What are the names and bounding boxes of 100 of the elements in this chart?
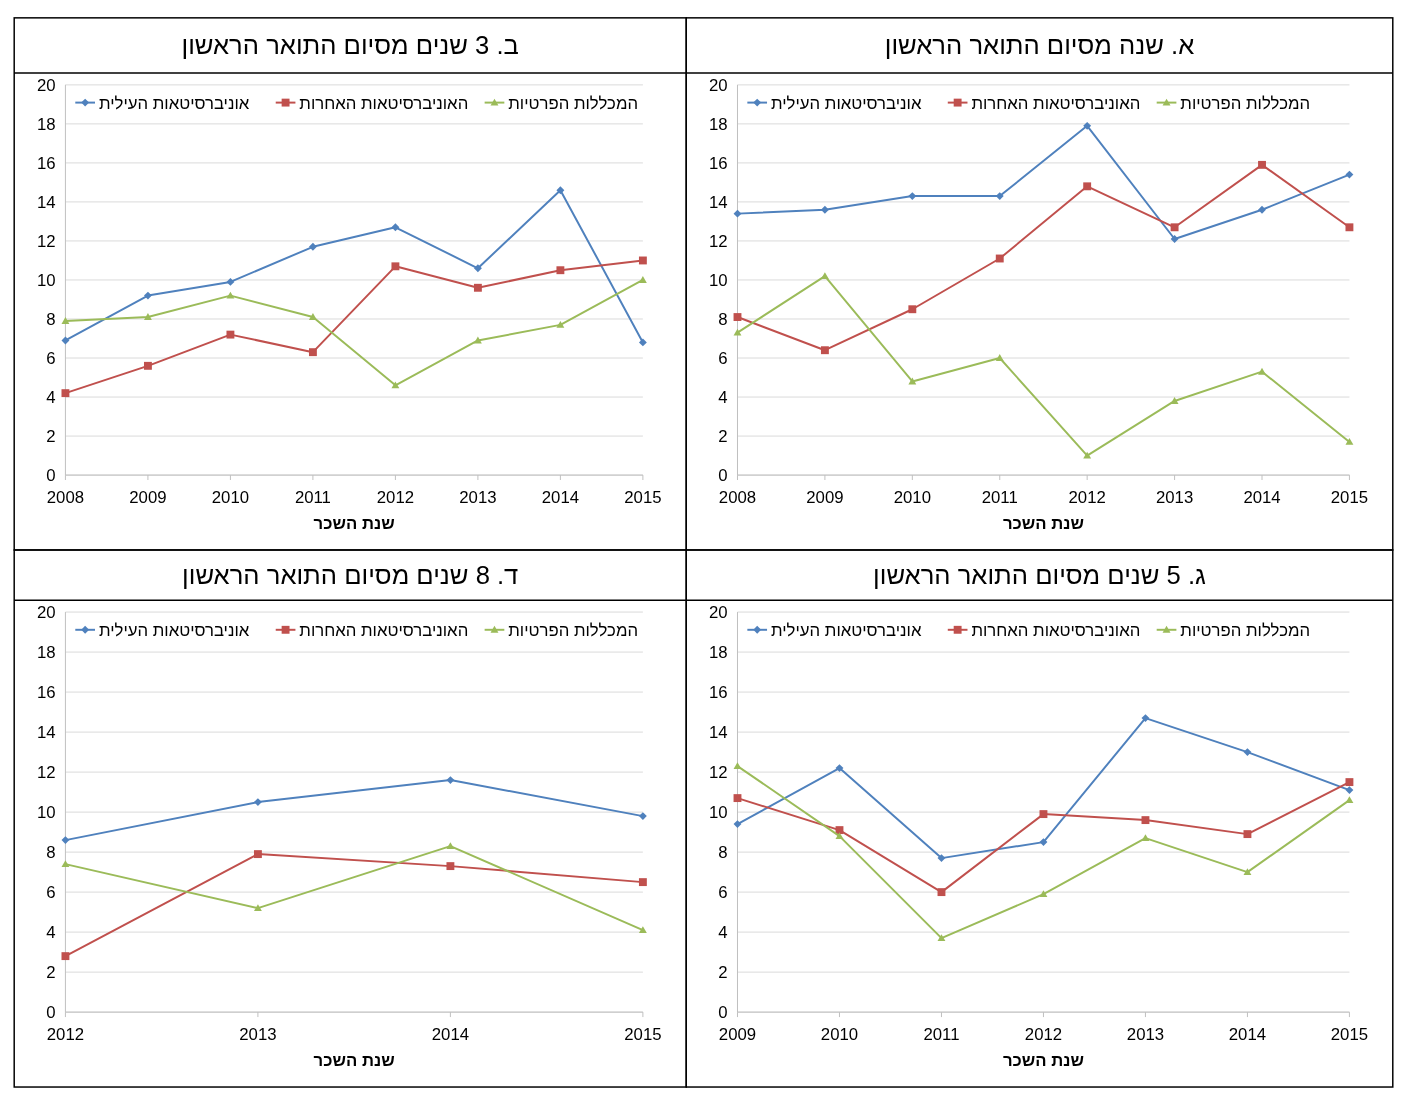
x-tick-label: 2013 — [1126, 1024, 1165, 1044]
point — [226, 277, 235, 286]
point — [61, 336, 70, 345]
point — [61, 389, 70, 398]
x-axis-title: שנת השכר — [1002, 1051, 1085, 1071]
y-tick-label: 12 — [708, 763, 728, 782]
point — [638, 812, 647, 821]
legend-label: האוניברסיטאות האחרות — [971, 93, 1141, 113]
legend-label: האוניברסיטאות האחרות — [299, 93, 469, 113]
x-tick-label: 2010 — [211, 487, 250, 507]
point — [937, 854, 946, 863]
point — [1170, 397, 1179, 404]
point — [446, 842, 455, 850]
y-tick-label: 14 — [708, 192, 728, 212]
y-tick-label: 6 — [46, 348, 56, 368]
point — [1258, 367, 1266, 375]
point — [1258, 160, 1266, 169]
point — [61, 860, 70, 868]
y-tick-label: 8 — [718, 843, 728, 863]
y-tick-label: 14 — [708, 723, 728, 742]
point — [61, 317, 70, 324]
x-tick-label: 2015 — [624, 1024, 662, 1044]
point — [253, 904, 262, 912]
point — [733, 820, 742, 829]
point — [1141, 816, 1150, 825]
legend-label: המכללות הפרטיות — [508, 93, 639, 113]
x-tick-label: 2013 — [459, 487, 497, 507]
y-tick-label: 10 — [708, 270, 728, 290]
y-tick-label: 10 — [36, 803, 56, 823]
point — [937, 888, 946, 897]
x-tick-label: 2013 — [239, 1024, 277, 1044]
x-tick-label: 2011 — [981, 487, 1018, 507]
legend-label: האוניברסיטאות האחרות — [299, 620, 469, 640]
point — [226, 330, 235, 339]
y-tick-label: 10 — [708, 803, 728, 823]
point — [638, 338, 647, 347]
point — [253, 798, 262, 807]
point — [1243, 830, 1252, 839]
legend-label: אוניברסיטאות העילית — [98, 93, 250, 113]
y-tick-label: 2 — [46, 963, 56, 983]
y-tick-label: 0 — [718, 1003, 728, 1023]
point — [226, 291, 235, 299]
y-tick-label: 20 — [708, 602, 728, 622]
x-tick-label: 2014 — [431, 1024, 470, 1044]
point — [1141, 714, 1150, 723]
point — [556, 320, 565, 328]
point — [1345, 223, 1354, 232]
x-tick-label: 2015 — [1330, 1024, 1369, 1044]
x-tick-label: 2010 — [893, 487, 931, 507]
point — [61, 836, 70, 845]
legend-label: אוניברסיטאות העילית — [98, 620, 250, 640]
y-tick-label: 20 — [36, 75, 56, 95]
point — [835, 832, 844, 840]
y-tick-label: 0 — [46, 1003, 56, 1023]
point — [391, 262, 400, 271]
y-tick-label: 18 — [36, 642, 56, 662]
point — [308, 348, 317, 357]
point — [937, 934, 946, 942]
legend-label: האוניברסיטאות האחרות — [971, 620, 1141, 640]
legend-label: המכללות הפרטיות — [1180, 620, 1311, 640]
y-tick-label: 18 — [36, 114, 56, 134]
x-tick-label: 2015 — [1330, 487, 1369, 507]
y-tick-label: 16 — [36, 682, 56, 702]
y-tick-label: 16 — [36, 153, 56, 173]
x-axis-title: שנת השכר — [313, 1051, 395, 1071]
y-tick-label: 2 — [718, 426, 728, 446]
y-tick-label: 12 — [708, 231, 728, 251]
point — [1345, 778, 1354, 787]
point — [446, 776, 455, 785]
x-tick-label: 2008 — [46, 487, 85, 507]
point — [446, 862, 455, 871]
y-tick-label: 16 — [708, 153, 728, 173]
y-tick-label: 6 — [718, 348, 728, 368]
point — [556, 186, 565, 195]
point — [995, 354, 1004, 361]
chart-title: א. שנה מסיום התואר הראשון — [884, 31, 1195, 60]
y-tick-label: 2 — [718, 963, 728, 983]
x-tick-label: 2014 — [541, 487, 580, 507]
x-axis-title: שנת השכר — [1002, 514, 1085, 534]
point — [995, 254, 1004, 263]
point — [820, 346, 829, 355]
point — [1039, 890, 1048, 898]
y-tick-label: 8 — [46, 309, 56, 329]
point — [733, 762, 742, 770]
x-tick-label: 2012 — [46, 1024, 85, 1044]
chart-title: ג. 5 שנים מסיום התואר הראשון — [873, 560, 1207, 589]
point — [1345, 437, 1354, 445]
y-tick-label: 14 — [36, 723, 56, 742]
point — [391, 381, 400, 389]
y-tick-label: 12 — [36, 231, 56, 251]
point — [638, 276, 647, 283]
y-tick-label: 20 — [708, 75, 728, 95]
y-tick-label: 8 — [718, 309, 728, 329]
point — [1345, 170, 1354, 179]
point — [1039, 838, 1048, 847]
y-tick-label: 8 — [46, 843, 56, 863]
x-tick-label: 2011 — [923, 1024, 960, 1044]
point — [1258, 205, 1266, 214]
point — [143, 361, 152, 370]
y-tick-label: 10 — [36, 270, 56, 290]
